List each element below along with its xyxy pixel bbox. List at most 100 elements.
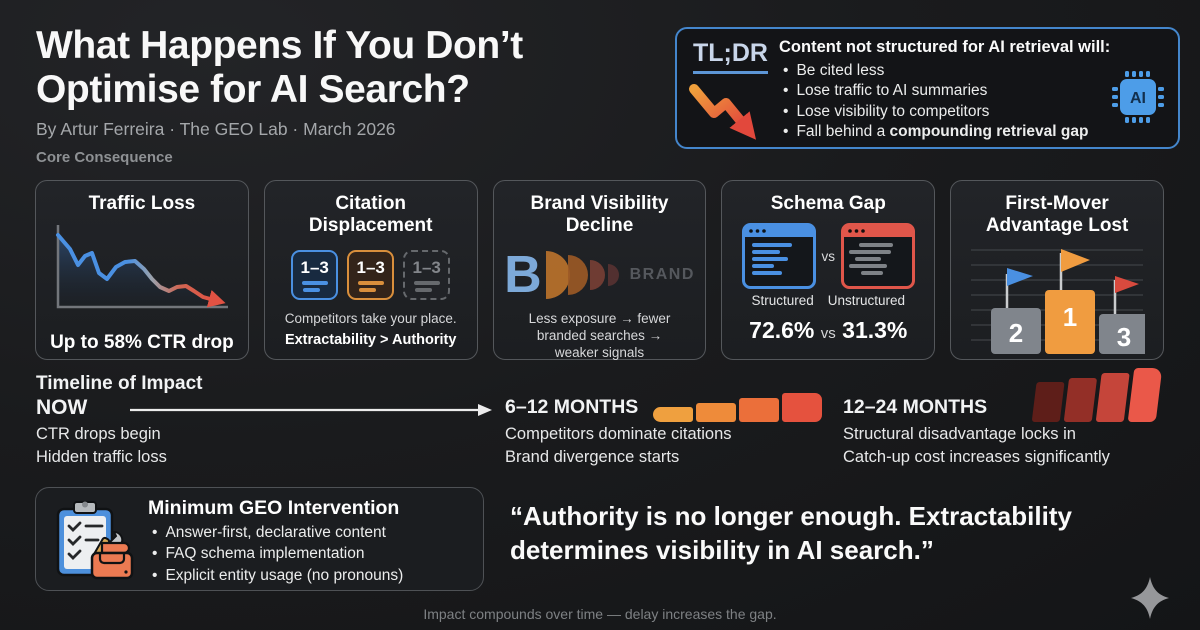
citation-emphasis: Extractability > Authority [284, 332, 457, 349]
intervention-bullet: Explicit entity usage (no pronouns) [152, 565, 478, 586]
consequence-cards: Traffic Loss [35, 180, 1164, 360]
timeline-line: Competitors dominate citations [505, 425, 732, 443]
citation-badges: 1–3 1–3 1–3 [265, 249, 477, 300]
citation-badge-orange: 1–3 [347, 249, 395, 300]
intervention-bullet: Answer-first, declarative content [152, 522, 478, 543]
schema-stat-left: 72.6% [749, 317, 815, 344]
podium-rank-1: 1 [1063, 302, 1077, 332]
badge-line [414, 287, 432, 292]
card-first-mover: First-Mover Advantage Lost 2 1 [950, 180, 1164, 360]
byline: By Artur Ferreira · The GEO Lab · March … [36, 119, 396, 139]
tldr-content: Content not structured for AI retrieval … [779, 37, 1171, 143]
intervention-bullet: FAQ schema implementation [152, 543, 478, 564]
bar-segment [1095, 373, 1130, 422]
timeline-line: Brand divergence starts [505, 448, 680, 467]
blue-flag-icon [1007, 267, 1034, 286]
badge-rank-label: 1–3 [356, 257, 385, 277]
brand-caption: Less exposure → fewer branded searches →… [528, 310, 671, 361]
brand-fade-icon [545, 250, 619, 299]
timeline-late-lines: Structural disadvantage locks in Catch-u… [843, 423, 1110, 469]
page-title-line1: What Happens If You Don’t [36, 24, 523, 67]
badge-line [357, 280, 384, 285]
ai-chip-icon: AI [1112, 71, 1164, 123]
schema-stat-vs: vs [820, 325, 836, 343]
section-label: Core Consequence [36, 149, 173, 166]
card-brand-visibility: Brand Visibility Decline B BRAND Less ex… [492, 180, 707, 361]
badge-line [301, 280, 328, 285]
card-title: Citation Displacement [308, 193, 433, 237]
tldr-bullet: Lose visibility to competitors [783, 102, 1171, 123]
unstructured-window-icon [841, 223, 916, 290]
pull-quote: “Authority is no longer enough. Extracta… [510, 501, 1072, 565]
timeline-late-label: 12–24 MONTHS [843, 396, 988, 418]
bar-segment [1031, 382, 1065, 422]
bar-segment [653, 407, 693, 422]
citation-caption: Competitors take your place. [284, 310, 457, 326]
timeline-late-bars [1031, 368, 1169, 422]
intervention-box: Minimum GEO Intervention Answer-first, d… [35, 487, 484, 591]
badge-line [413, 280, 440, 285]
brand-fade-graphic: B BRAND [494, 242, 706, 308]
intervention-title: Minimum GEO Intervention [148, 497, 400, 519]
sparkle-icon [1131, 577, 1169, 619]
timeline-mid-label: 6–12 MONTHS [505, 396, 639, 418]
intervention-content: Minimum GEO Intervention Answer-first, d… [148, 497, 478, 586]
schema-right-label: Unstructured [827, 293, 906, 309]
bar-segment [1127, 368, 1163, 422]
tldr-bullet: Be cited less [783, 61, 1171, 82]
timeline-line: Structural disadvantage locks in [843, 425, 1076, 443]
tldr-heading: Content not structured for AI retrieval … [779, 38, 1111, 56]
timeline-line: Hidden traffic loss [36, 448, 167, 467]
brand-word: BRAND [629, 265, 695, 283]
card-citation-displacement: Citation Displacement 1–3 1–3 1–3 [263, 180, 478, 360]
bar-segment [782, 393, 822, 422]
card-title: Traffic Loss [88, 193, 196, 214]
badge-line [302, 287, 320, 292]
schema-windows: vs [722, 223, 934, 290]
footer-note: Impact compounds over time — delay incre… [423, 606, 777, 622]
traffic-decline-chart [55, 225, 228, 309]
citation-badge-blue: 1–3 [291, 249, 339, 300]
tldr-box: TL;DR Content not structured for AI retr… [675, 27, 1180, 149]
tldr-bullet: Fall behind a compounding retrieval gap [783, 122, 1171, 143]
timeline-mid-lines: Competitors dominate citations Brand div… [505, 423, 732, 469]
card-title: First-Mover Advantage Lost [985, 193, 1129, 237]
tldr-label: TL;DR [693, 39, 768, 74]
timeline-line: Catch-up cost increases significantly [843, 448, 1110, 467]
card-schema-gap: Schema Gap vs [721, 180, 936, 360]
intervention-bullet-list: Answer-first, declarative content FAQ sc… [148, 522, 478, 586]
tldr-bullet-bold: compounding retrieval gap [889, 123, 1089, 141]
schema-stat: 72.6% vs 31.3% [722, 317, 934, 344]
page-title-line2: Optimise for AI Search? [36, 68, 470, 112]
card-title: Schema Gap [770, 193, 886, 214]
podium-rank-2: 2 [1009, 318, 1023, 348]
ai-chip-label: AI [1130, 90, 1146, 107]
bar-segment [1063, 378, 1098, 422]
podium-chart: 2 1 3 [971, 248, 1150, 354]
timeline-now-lines: CTR drops begin Hidden traffic loss [36, 423, 167, 469]
tldr-bullet: Lose traffic to AI summaries [783, 81, 1171, 102]
vs-label: vs [821, 248, 836, 264]
badge-rank-label: 1–3 [300, 257, 329, 277]
tldr-bullet-list: Be cited less Lose traffic to AI summari… [779, 61, 1171, 143]
orange-flag-icon [1061, 248, 1091, 272]
declining-arrow-icon [689, 84, 757, 140]
podium-rank-3: 3 [1117, 322, 1131, 352]
brand-letter: B [504, 245, 542, 304]
timeline-line: CTR drops begin [36, 425, 161, 443]
schema-left-label: Structured [751, 293, 814, 309]
tldr-bullet-text: Fall behind a [796, 123, 890, 141]
structured-window-icon [741, 223, 816, 290]
clipboard-toolbox-icon [56, 501, 134, 580]
timeline-now-label: NOW [36, 396, 88, 419]
red-flag-icon [1115, 275, 1140, 293]
badge-rank-label: 1–3 [412, 257, 441, 277]
card-title: Brand Visibility Decline [530, 193, 669, 237]
schema-stat-right: 31.3% [842, 317, 908, 344]
timeline-mid-bars [653, 392, 825, 422]
bar-segment [739, 398, 779, 422]
badge-line [358, 287, 376, 292]
timeline-heading: Timeline of Impact [36, 373, 203, 394]
bar-segment [696, 403, 736, 422]
page-title: What Happens If You Don’t Optimise for A… [36, 24, 523, 113]
